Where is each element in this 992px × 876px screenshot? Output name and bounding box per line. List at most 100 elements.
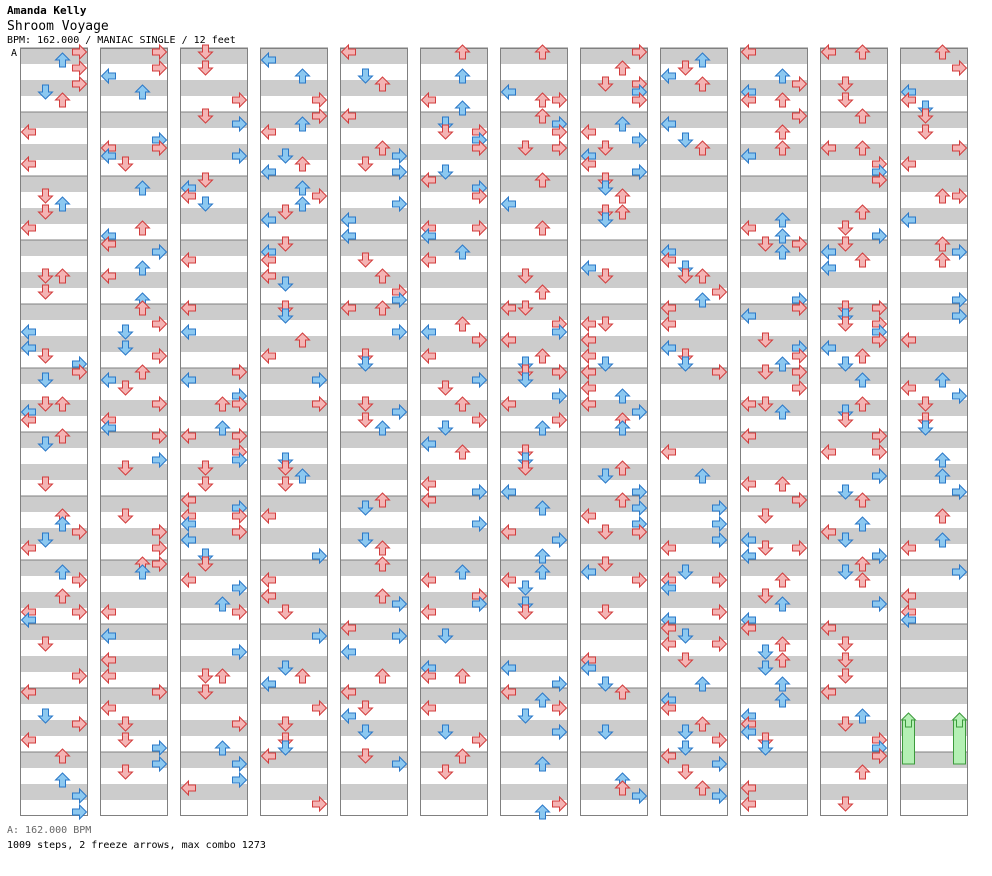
step-arrow: [180, 491, 196, 509]
step-arrow: [374, 76, 391, 92]
beat-band: [740, 688, 808, 704]
step-arrow: [100, 235, 116, 253]
step-arrow: [357, 500, 374, 516]
step-arrow: [374, 492, 391, 508]
step-arrow: [392, 755, 408, 773]
step-arrow: [357, 532, 374, 548]
step-arrow: [792, 107, 808, 125]
step-arrow: [837, 668, 854, 684]
step-arrow: [294, 196, 311, 212]
step-arrow: [197, 44, 214, 60]
step-arrow: [614, 684, 631, 700]
step-arrow: [837, 796, 854, 812]
step-arrow: [614, 204, 631, 220]
beat-band: [900, 560, 968, 576]
beat-band: [740, 496, 808, 512]
step-arrow: [260, 747, 276, 765]
step-arrow: [854, 140, 871, 156]
step-arrow: [757, 740, 774, 756]
beat-band: [580, 592, 648, 608]
step-arrow: [534, 284, 551, 300]
step-arrow: [837, 236, 854, 252]
column-border: [500, 48, 568, 816]
step-arrow: [72, 787, 88, 805]
step-arrow: [117, 156, 134, 172]
step-arrow: [952, 387, 968, 405]
beat-band: [420, 496, 488, 512]
step-arrow: [357, 156, 374, 172]
step-arrow: [134, 260, 151, 276]
step-arrow: [517, 300, 534, 316]
step-arrow: [152, 755, 168, 773]
step-arrow: [312, 627, 328, 645]
beat-band: [580, 784, 648, 800]
step-arrow: [100, 699, 116, 717]
step-arrow: [597, 556, 614, 572]
step-arrow: [420, 475, 436, 493]
step-arrow: [472, 331, 488, 349]
step-arrow: [37, 372, 54, 388]
beat-band: [740, 560, 808, 576]
step-arrow: [774, 636, 791, 652]
beat-band: [500, 240, 568, 256]
beat-band: [820, 560, 888, 576]
beat-band: [500, 336, 568, 352]
step-arrow: [660, 747, 676, 765]
step-arrow: [374, 140, 391, 156]
beat-band: [820, 272, 888, 288]
beat-band: [660, 240, 728, 256]
step-arrow: [37, 708, 54, 724]
step-arrow: [740, 547, 756, 565]
step-arrow: [757, 332, 774, 348]
beat-band: [340, 592, 408, 608]
step-arrow: [180, 515, 196, 533]
beat-band: [820, 304, 888, 320]
step-arrow: [694, 780, 711, 796]
beat-band: [900, 208, 968, 224]
beat-band: [580, 208, 648, 224]
step-arrow: [340, 299, 356, 317]
step-arrow: [952, 307, 968, 325]
beat-band: [260, 752, 328, 768]
step-arrow: [420, 435, 436, 453]
beat-band: [260, 528, 328, 544]
step-arrow: [500, 571, 516, 589]
step-arrow: [134, 180, 151, 196]
step-arrow: [774, 92, 791, 108]
step-arrow: [580, 563, 596, 581]
step-arrow: [472, 139, 488, 157]
step-arrow: [552, 139, 568, 157]
step-arrow: [54, 428, 71, 444]
step-arrow: [774, 404, 791, 420]
step-arrow: [712, 603, 728, 621]
beat-band: [260, 48, 328, 64]
step-arrow: [20, 323, 36, 341]
step-arrow: [214, 396, 231, 412]
beat-band: [420, 592, 488, 608]
beat-band: [500, 208, 568, 224]
beat-band: [20, 144, 88, 160]
step-arrow: [340, 619, 356, 637]
beat-band: [500, 176, 568, 192]
beat-band: [820, 464, 888, 480]
step-arrow: [500, 683, 516, 701]
step-arrow: [197, 172, 214, 188]
step-arrow: [534, 564, 551, 580]
beat-band: [580, 80, 648, 96]
beat-band: [420, 112, 488, 128]
step-arrow: [72, 571, 88, 589]
step-arrow: [517, 372, 534, 388]
step-arrow: [294, 156, 311, 172]
beat-band: [660, 336, 728, 352]
step-arrow: [197, 556, 214, 572]
step-arrow: [757, 396, 774, 412]
step-arrow: [100, 667, 116, 685]
step-arrow: [437, 764, 454, 780]
chart-stats: 1009 steps, 2 freeze arrows, max combo 1…: [7, 840, 266, 851]
step-arrow: [312, 107, 328, 125]
step-arrow: [392, 163, 408, 181]
step-arrow: [117, 460, 134, 476]
step-arrow: [420, 571, 436, 589]
step-arrow: [934, 236, 951, 252]
beat-band: [820, 336, 888, 352]
